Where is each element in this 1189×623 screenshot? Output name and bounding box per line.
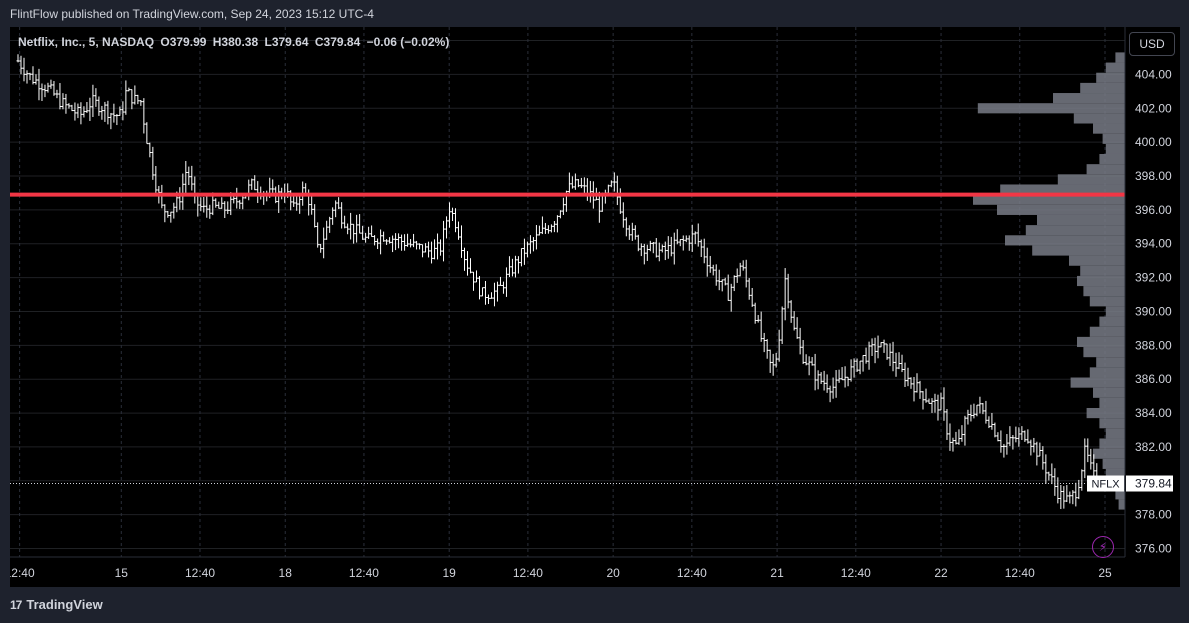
volume-profile-bar-19: [1032, 245, 1125, 256]
y-tick-label: 386.00: [1135, 372, 1172, 386]
volume-profile-bar-7: [1093, 123, 1125, 134]
volume-profile-bar-23: [1083, 286, 1125, 297]
x-tick-label: 12:40: [841, 566, 871, 580]
volume-profile-bar-4: [1053, 93, 1125, 104]
y-tick-label: 404.00: [1135, 67, 1172, 81]
legend-high: H380.38: [212, 35, 259, 49]
volume-profile-bar-5: [977, 103, 1125, 114]
x-tick-label: 12:40: [1005, 566, 1035, 580]
x-tick-label: 12:40: [513, 566, 543, 580]
volume-profile-bar-30: [1096, 357, 1125, 368]
volume-profile-bar-2: [1096, 72, 1125, 83]
y-tick-label: 382.00: [1135, 440, 1172, 454]
volume-profile-bar-37: [1105, 428, 1125, 439]
x-tick-label: 20: [606, 566, 620, 580]
footer-brand: 17 TradingView: [10, 597, 103, 612]
volume-profile-bar-38: [1099, 438, 1125, 449]
volume-profile-bar-0: [1115, 52, 1125, 63]
legend-change: −0.06 (−0.02%): [366, 35, 450, 49]
tradingview-logo-icon: 17: [10, 597, 22, 612]
volume-profile-bar-32: [1070, 377, 1125, 388]
x-tick-label: 12:40: [677, 566, 707, 580]
volume-profile-bar-29: [1083, 347, 1125, 358]
x-tick-label: 22: [934, 566, 948, 580]
volume-profile-bar-35: [1086, 407, 1125, 419]
legend-low: L379.64: [264, 35, 309, 49]
volume-profile-bar-1: [1105, 62, 1125, 73]
price-chart: 406.00404.00402.00400.00398.00396.00394.…: [10, 27, 1173, 580]
x-tick-label: 12:40: [10, 566, 35, 580]
volume-profile-bar-25: [1105, 306, 1125, 317]
volume-profile-bar-43: [1115, 489, 1125, 500]
last-price-symbol: NFLX: [1091, 479, 1120, 491]
volume-profile-bar-21: [1080, 265, 1125, 276]
volume-profile-bar-31: [1089, 367, 1125, 378]
volume-profile-bar-34: [1099, 397, 1125, 408]
volume-profile-bar-16: [1037, 214, 1125, 226]
brand-name: TradingView: [26, 597, 103, 612]
legend-open: O379.99: [160, 35, 207, 49]
x-tick-label: 21: [770, 566, 784, 580]
x-tick-label: 12:40: [349, 566, 379, 580]
legend-close: C379.84: [314, 35, 361, 49]
volume-profile-bar-33: [1093, 387, 1125, 398]
y-tick-label: 384.00: [1135, 406, 1172, 420]
volume-profile-bar-24: [1089, 296, 1125, 307]
volume-profile-bar-39: [1093, 448, 1125, 459]
y-tick-label: 402.00: [1135, 101, 1172, 115]
publisher-header: FlintFlow published on TradingView.com, …: [10, 7, 374, 21]
volume-profile-bar-22: [1077, 275, 1125, 287]
y-tick-label: 390.00: [1135, 304, 1172, 318]
volume-profile-bar-14: [973, 194, 1125, 205]
y-tick-label: 376.00: [1135, 542, 1172, 556]
last-price-value: 379.84: [1135, 477, 1172, 491]
x-tick-label: 18: [279, 566, 293, 580]
y-tick-label: 378.00: [1135, 508, 1172, 522]
volume-profile-bar-9: [1105, 143, 1125, 154]
last-price-tag: [1126, 475, 1173, 492]
volume-profile-bar-17: [1025, 225, 1125, 236]
ohlc-legend: Netflix, Inc., 5, NASDAQ O379.99 H380.38…: [18, 35, 452, 49]
volume-profile-bar-27: [1089, 326, 1125, 337]
volume-profile-bar-28: [1077, 336, 1125, 348]
volume-profile-bar-12: [1057, 174, 1125, 185]
last-price-symbol-tag: [1087, 475, 1124, 492]
volume-profile-bar-10: [1099, 153, 1125, 165]
volume-profile-bar-41: [1105, 468, 1125, 480]
x-tick-label: 15: [115, 566, 129, 580]
volume-profile-bar-6: [1073, 113, 1125, 124]
volume-profile-bar-44: [1118, 499, 1125, 510]
x-tick-label: 25: [1098, 566, 1112, 580]
volume-profile-bar-15: [997, 204, 1125, 215]
y-tick-label: 394.00: [1135, 237, 1172, 251]
chart-area[interactable]: 406.00404.00402.00400.00398.00396.00394.…: [10, 27, 1180, 587]
legend-symbol: Netflix, Inc., 5, NASDAQ: [18, 35, 155, 49]
y-tick-label: 388.00: [1135, 338, 1172, 352]
y-tick-label: 396.00: [1135, 203, 1172, 217]
volume-profile-bar-36: [1099, 418, 1125, 429]
volume-profile-bar-13: [1000, 184, 1125, 195]
volume-profile-bar-8: [1102, 133, 1125, 144]
currency-button[interactable]: USD: [1129, 32, 1175, 56]
x-tick-label: 12:40: [185, 566, 215, 580]
volume-profile-bar-26: [1099, 316, 1125, 327]
volume-profile-bar-3: [1080, 82, 1125, 94]
x-tick-label: 19: [443, 566, 457, 580]
y-tick-label: 398.00: [1135, 169, 1172, 183]
volume-profile-bar-18: [1005, 235, 1125, 246]
volume-profile-bar-20: [1069, 255, 1125, 266]
y-tick-label: 392.00: [1135, 271, 1172, 285]
volume-profile-bar-11: [1086, 164, 1125, 175]
y-tick-label: 400.00: [1135, 135, 1172, 149]
lightning-icon[interactable]: ⚡: [1092, 536, 1114, 558]
volume-profile-bar-40: [1102, 458, 1125, 469]
